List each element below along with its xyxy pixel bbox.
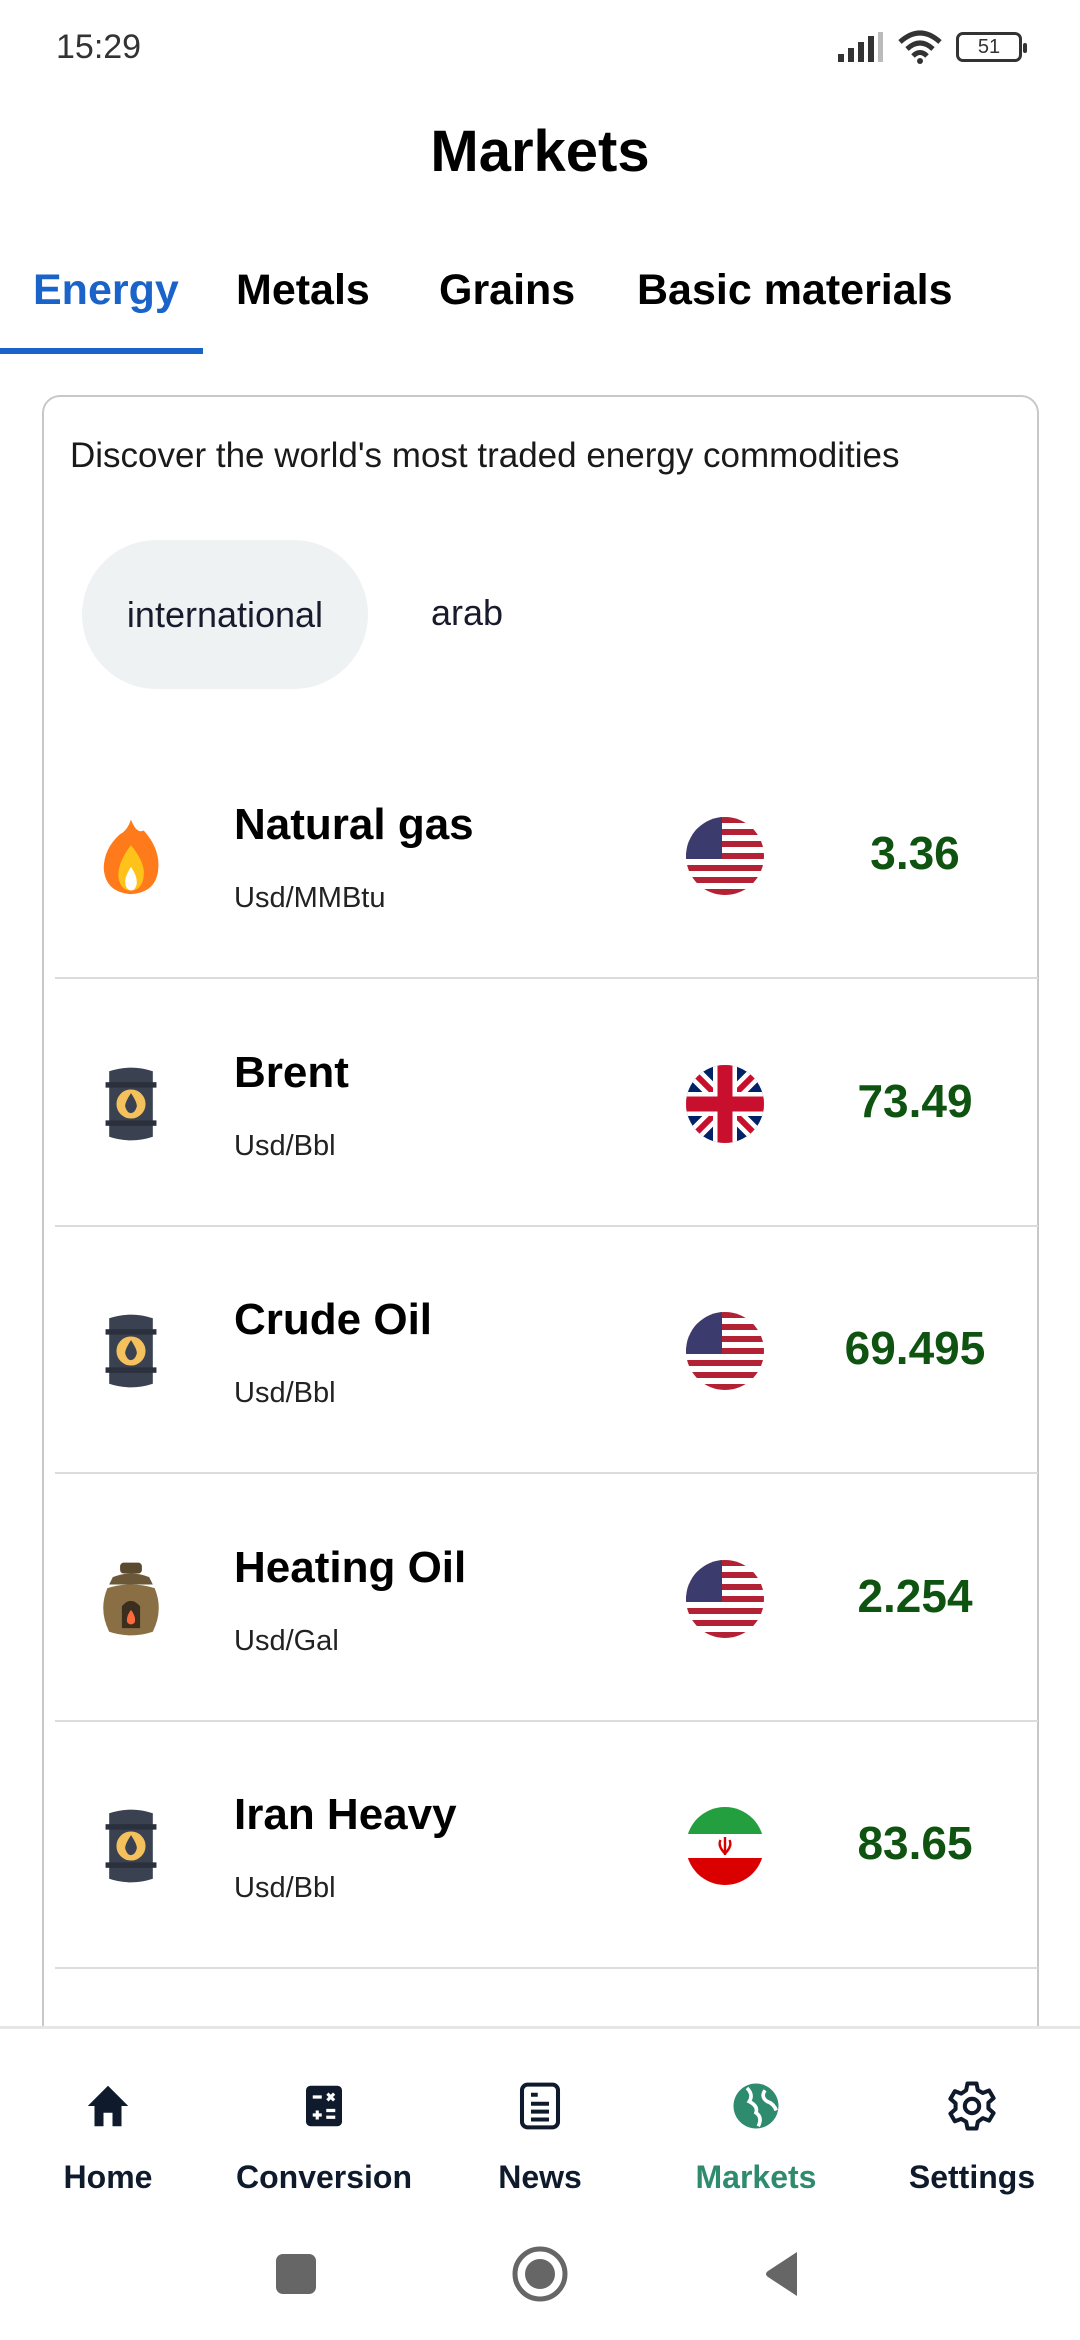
oil-barrel-icon [95,1064,167,1144]
page-title: Markets [430,119,650,184]
nav-markets[interactable]: Markets [648,2079,864,2196]
globe-icon [733,2083,779,2129]
oil-barrel-icon [95,1311,167,1391]
card-description: Discover the world's most traded energy … [70,436,900,475]
commodity-name: Heating Oil [234,1542,467,1592]
wifi-icon [898,30,942,64]
commodity-unit: Usd/MMBtu [234,882,386,914]
tab-metals[interactable]: Metals [236,266,370,314]
commodity-name: Crude Oil [234,1295,433,1344]
recents-button[interactable] [276,2254,316,2294]
flame-icon [95,816,167,896]
filter-arab[interactable]: arab [431,592,504,633]
commodity-name: Brent [234,1047,349,1097]
nav-label: Conversion [235,2159,413,2195]
commodity-price: 2.254 [857,1569,973,1622]
news-icon [519,2082,561,2130]
commodity-unit: Usd/Bbl [234,1377,336,1409]
commodity-price: 73.49 [857,1074,973,1127]
system-nav [276,2246,797,2302]
usa-flag-icon [686,817,764,895]
filter-international[interactable]: international [82,540,368,689]
commodity-name: Natural gas [234,800,474,849]
gear-icon [948,2081,996,2131]
usa-flag-icon [686,1312,764,1390]
commodity-row[interactable]: Heating Oil Usd/Gal 2.254 [55,1475,1038,1722]
nav-label: Settings [908,2159,1036,2195]
oil-barrel-icon [95,1806,167,1886]
battery-icon: 51 [956,32,1027,62]
tab-basic-materials[interactable]: Basic materials [637,266,953,314]
back-button[interactable] [766,2252,797,2296]
commodity-row[interactable]: Iran Heavy Usd/Bbl 83.65 [55,1722,1038,1969]
heater-icon [95,1559,167,1639]
calculator-icon [306,2085,342,2127]
iran-flag-icon [686,1807,764,1885]
nav-label: News [498,2159,582,2195]
commodity-price: 3.36 [870,827,960,879]
nav-label: Markets [695,2159,817,2195]
status-time: 15:29 [56,28,142,66]
commodity-name: Iran Heavy [234,1790,457,1839]
uk-flag-icon [686,1064,764,1143]
commodity-row[interactable]: Brent Usd/Bbl 73.49 [55,980,1038,1227]
usa-flag-icon [686,1559,764,1638]
commodity-price: 69.495 [844,1322,986,1374]
commodity-row[interactable]: Natural gas Usd/MMBtu 3.36 [55,732,1038,979]
nav-home[interactable]: Home [0,2079,216,2196]
tab-indicator [0,348,203,354]
commodity-unit: Usd/Bbl [234,1872,336,1904]
tab-grains[interactable]: Grains [439,266,576,314]
commodity-unit: Usd/Bbl [234,1129,336,1162]
home-icon [87,2085,129,2127]
home-button[interactable] [512,2246,568,2302]
status-icons: 51 [838,30,1027,64]
nav-label: Home [63,2159,153,2195]
nav-settings[interactable]: Settings [864,2079,1080,2196]
signal-icon [838,32,883,62]
commodity-row[interactable]: Crude Oil Usd/Bbl 69.495 [55,1227,1038,1474]
nav-conversion[interactable]: Conversion [216,2079,432,2196]
commodity-unit: Usd/Gal [234,1624,339,1657]
tab-energy[interactable]: Energy [33,266,179,314]
commodity-price: 83.65 [857,1817,973,1869]
nav-news[interactable]: News [432,2079,648,2196]
